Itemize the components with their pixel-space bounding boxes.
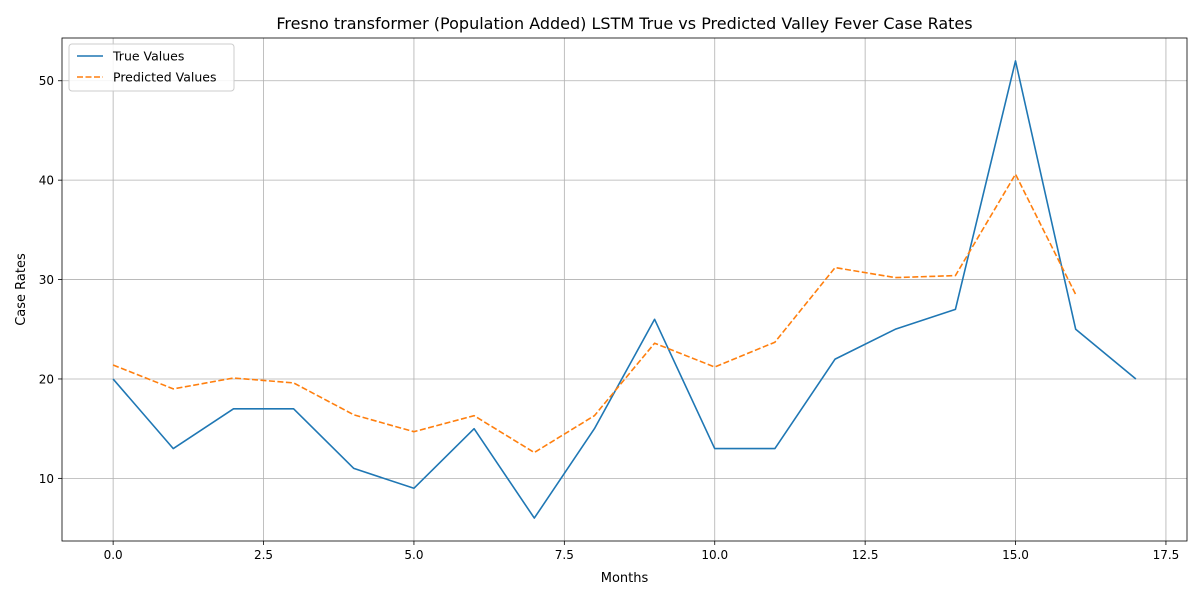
legend-predicted-values-label: Predicted Values [113,70,217,85]
x-tick-label: 12.5 [852,548,879,562]
y-tick-label: 50 [39,74,54,88]
y-tick-label: 10 [39,472,54,486]
legend-box [68,43,235,92]
ticks: 0.0 2.5 5.0 7.5 10.0 12.5 15.0 17.5 10 20 30 40 50 [39,74,1180,562]
x-tick-label: 0.0 [104,548,123,562]
x-tick-label: 5.0 [404,548,423,562]
x-tick-label: 17.5 [1153,548,1180,562]
x-tick-label: 7.5 [555,548,574,562]
predicted-values-line [112,173,1077,454]
grid [62,38,1187,541]
x-tick-label: 10.0 [701,548,728,562]
legend: True Values Predicted Values [68,43,235,92]
legend-true-values-label: True Values [112,49,184,64]
x-tick-label: 2.5 [254,548,273,562]
series-lines [112,60,1137,519]
axes-frame [61,37,1188,542]
y-tick-label: 20 [39,372,54,386]
true-values-line [112,60,1137,519]
x-axis-label: Months [601,571,649,586]
chart-title: Fresno transformer (Population Added) LS… [276,14,972,33]
y-axis-label: Case Rates [14,253,29,326]
y-tick-label: 30 [39,273,54,287]
y-tick-label: 40 [39,174,54,188]
x-tick-label: 15.0 [1002,548,1029,562]
